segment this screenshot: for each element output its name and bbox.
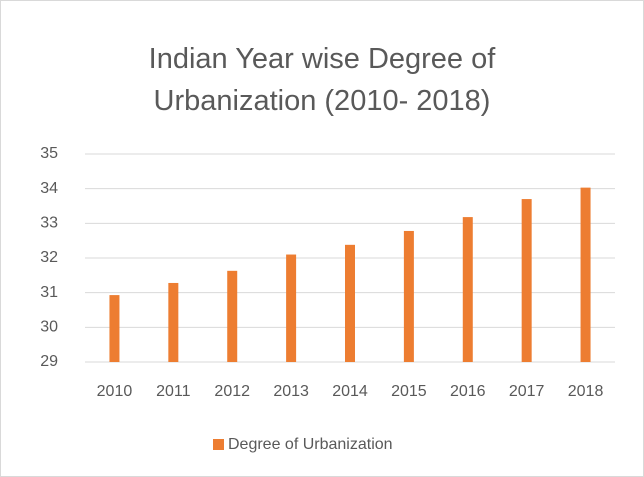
bar	[227, 270, 238, 362]
x-tick-label: 2010	[97, 383, 133, 400]
y-tick-label: 33	[40, 215, 58, 232]
x-tick-label: 2012	[214, 383, 250, 400]
x-tick-label: 2013	[273, 383, 309, 400]
bar	[403, 230, 414, 362]
bar	[580, 187, 591, 362]
legend-label: Degree of Urbanization	[228, 436, 393, 453]
x-tick-label: 2014	[332, 383, 368, 400]
x-tick-label: 2016	[450, 383, 486, 400]
bar	[109, 295, 120, 362]
y-tick-label: 30	[40, 319, 58, 336]
chart-title: Indian Year wise Degree of Urbanization …	[148, 43, 496, 117]
bar	[286, 254, 297, 362]
x-tick-label: 2015	[391, 383, 427, 400]
legend-swatch	[213, 439, 224, 450]
bar	[462, 217, 473, 362]
y-tick-label: 32	[40, 249, 58, 266]
y-tick-label: 31	[40, 284, 58, 301]
y-tick-label: 29	[40, 353, 58, 370]
bar	[521, 199, 532, 362]
x-tick-label: 2017	[509, 383, 545, 400]
x-tick-label: 2018	[568, 383, 604, 400]
y-tick-label: 34	[40, 180, 58, 197]
y-tick-label: 35	[40, 145, 58, 162]
x-tick-label: 2011	[156, 383, 191, 400]
bar	[168, 282, 179, 362]
bar	[345, 244, 355, 362]
